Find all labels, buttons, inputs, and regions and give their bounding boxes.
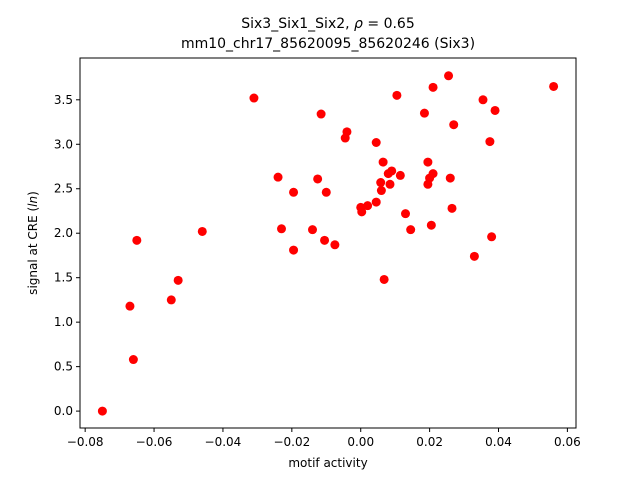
scatter-point	[330, 240, 340, 250]
y-tick-label: 2.0	[54, 226, 73, 240]
scatter-point	[321, 187, 331, 197]
scatter-point	[363, 201, 373, 211]
y-tick-label: 0.5	[54, 360, 73, 374]
scatter-point	[485, 137, 495, 147]
scatter-point	[132, 235, 142, 245]
scatter-point	[308, 225, 317, 235]
x-tick-label: 0.02	[416, 435, 443, 449]
scatter-point	[426, 220, 436, 230]
title-rho-symbol: ρ	[354, 16, 363, 32]
x-tick-label: −0.04	[205, 435, 242, 449]
scatter-point	[490, 105, 500, 115]
scatter-point	[449, 120, 459, 130]
chart-title-line2: mm10_chr17_85620095_85620246 (Six3)	[181, 36, 475, 52]
y-label-suffix: )	[26, 191, 40, 196]
title-prefix: Six3_Six1_Six2,	[241, 16, 354, 32]
scatter-point	[376, 186, 386, 196]
scatter-point	[249, 93, 259, 103]
scatter-point	[320, 235, 330, 245]
plot-frame	[79, 57, 577, 429]
y-tick-label: 1.0	[54, 315, 73, 329]
scatter-point	[277, 224, 286, 234]
scatter-point	[289, 245, 299, 255]
scatter-point	[478, 95, 488, 105]
x-tick-label: 0.04	[485, 435, 512, 449]
x-tick-label: −0.06	[136, 435, 173, 449]
scatter-point	[357, 207, 367, 217]
scatter-point	[378, 157, 388, 167]
y-tick-label: 0.0	[54, 404, 73, 418]
scatter-point	[444, 71, 454, 81]
scatter-point	[289, 187, 299, 197]
y-axis-label: signal at CRE (ln)	[26, 191, 40, 295]
scatter-point	[406, 225, 416, 235]
x-tick-label: 0.06	[554, 435, 581, 449]
scatter-point	[313, 174, 323, 184]
scatter-point	[173, 275, 183, 285]
chart-title-line1: Six3_Six1_Six2, ρ = 0.65	[241, 16, 415, 32]
x-tick-label: −0.08	[67, 435, 104, 449]
scatter-point	[401, 209, 410, 219]
scatter-point	[371, 137, 381, 147]
scatter-point	[469, 251, 479, 261]
x-axis-label: motif activity	[288, 456, 367, 470]
title-rho-value: = 0.65	[363, 16, 415, 32]
scatter-point	[166, 295, 176, 305]
y-label-italic: ln	[26, 196, 40, 207]
scatter-point	[395, 170, 405, 180]
axis-ticks: −0.08 −0.06 −0.04 −0.02 0.00 0.02 0.04 0.06 0.0 0…	[54, 93, 581, 449]
scatter-point	[273, 172, 283, 182]
scatter-point	[423, 157, 433, 167]
y-tick-label: 2.5	[54, 182, 73, 196]
scatter-point	[379, 274, 389, 284]
scatter-point	[428, 169, 438, 179]
y-tick-label: 3.0	[54, 137, 73, 151]
scatter-point	[392, 90, 402, 100]
scatter-point	[97, 406, 107, 416]
scatter-point	[128, 355, 138, 365]
x-tick-label: 0.00	[347, 435, 374, 449]
y-tick-label: 3.5	[54, 93, 73, 107]
scatter-point	[447, 203, 457, 213]
scatter-point	[197, 226, 207, 236]
y-label-prefix: signal at CRE (	[26, 207, 40, 295]
scatter-point	[387, 166, 397, 176]
scatter-point	[385, 179, 395, 189]
scatter-point	[125, 301, 135, 311]
scatter-point	[428, 82, 438, 92]
data-points	[97, 71, 559, 416]
scatter-point	[487, 232, 497, 242]
scatter-point	[371, 197, 381, 207]
y-tick-label: 1.5	[54, 271, 73, 285]
scatter-point	[549, 81, 559, 91]
scatter-point	[316, 109, 326, 119]
scatter-point	[342, 127, 352, 137]
scatter-point	[419, 108, 429, 118]
scatter-point	[376, 178, 386, 188]
x-tick-label: −0.02	[273, 435, 310, 449]
scatter-point	[445, 173, 455, 183]
